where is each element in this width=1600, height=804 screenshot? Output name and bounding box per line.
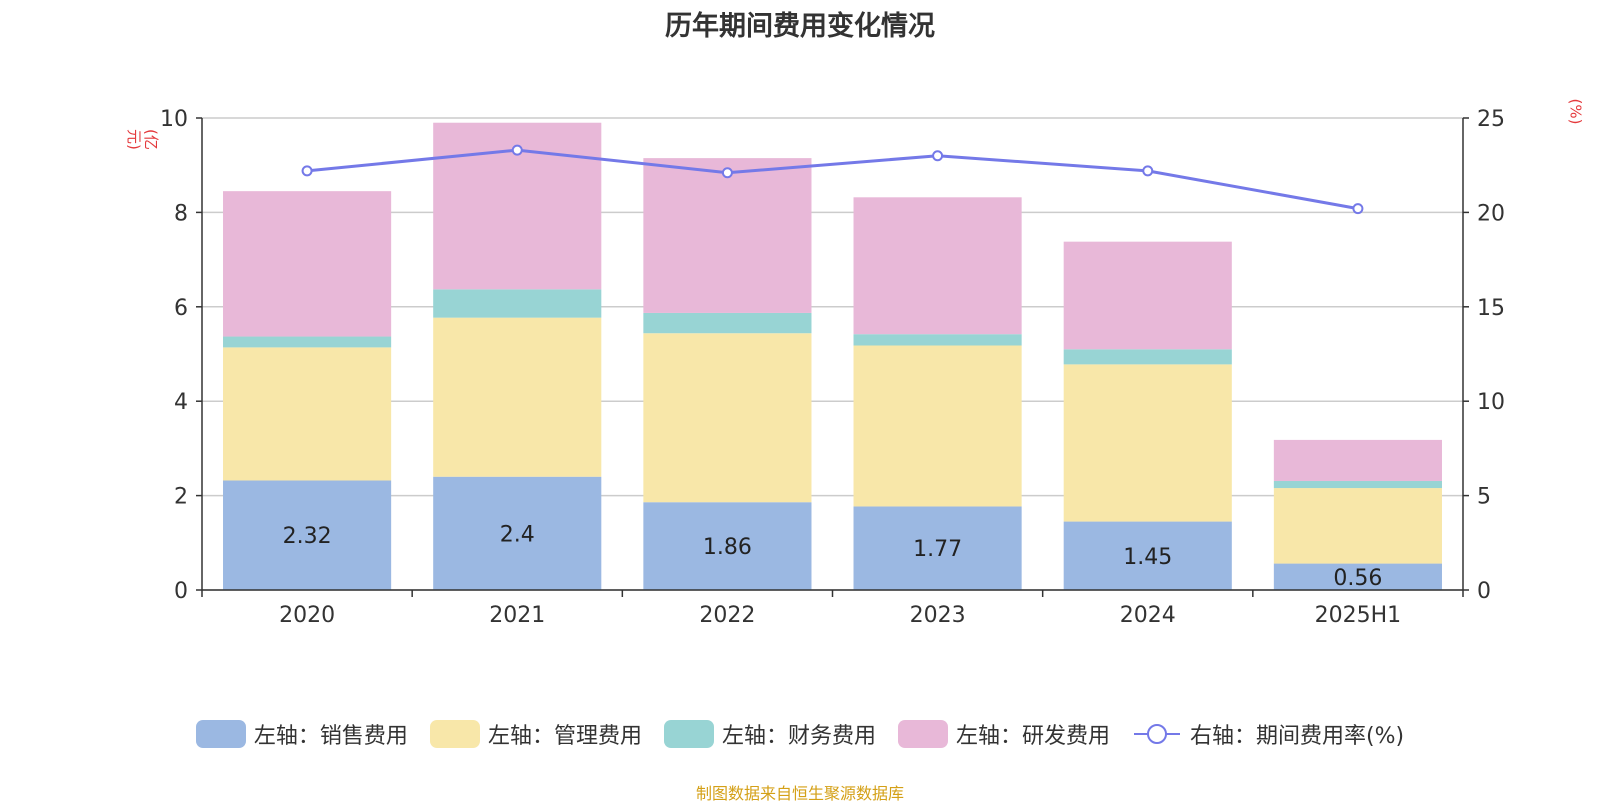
chart-title: 历年期间费用变化情况 — [665, 11, 935, 42]
bar-segment — [433, 289, 602, 318]
legend-swatch-expense-ratio — [1133, 724, 1180, 744]
right-axis-tick-label: 5 — [1477, 485, 1491, 510]
left-axis-tick-label: 10 — [160, 107, 188, 132]
right-axis-tick-label: 20 — [1477, 201, 1505, 226]
bar-data-label: 1.86 — [703, 535, 752, 560]
bar-data-label: 0.56 — [1333, 566, 1382, 591]
bar-segment — [643, 333, 812, 503]
right-axis-tick-label: 25 — [1477, 107, 1505, 132]
x-axis-tick-label: 2025H1 — [1315, 603, 1402, 628]
expense-ratio-point — [511, 144, 523, 156]
legend-swatch-admin — [429, 720, 480, 748]
bar-segment — [643, 158, 812, 313]
legend-swatch-rd — [897, 720, 948, 748]
bar-segment — [1063, 349, 1232, 365]
bar-segment — [433, 476, 602, 590]
bar-segment — [1063, 364, 1232, 522]
legend-swatch-finance — [663, 720, 714, 748]
expense-ratio-point — [721, 167, 733, 179]
bar-segment — [1273, 488, 1442, 564]
left-axis-tick-label: 0 — [174, 579, 188, 604]
bar-segment — [223, 347, 392, 481]
bar-segment — [1063, 521, 1232, 590]
x-axis-tick-label: 2020 — [279, 603, 335, 628]
bar-data-label: 1.45 — [1123, 545, 1172, 570]
right-axis-tick-label: 10 — [1477, 390, 1505, 415]
right-axis-tick-label: 0 — [1477, 579, 1491, 604]
bar-segment — [223, 191, 392, 337]
expense-ratio-point — [1352, 203, 1364, 215]
bar-segment — [223, 480, 392, 590]
right-axis-tick-label: 15 — [1477, 296, 1505, 321]
legend-item-rd[interactable]: 左轴：研发费用 — [897, 718, 1110, 750]
legend-item-finance[interactable]: 左轴：财务费用 — [663, 718, 876, 750]
bar-data-label: 2.4 — [500, 522, 535, 547]
left-axis-tick-label: 4 — [174, 390, 188, 415]
left-axis-tick-label: 2 — [174, 485, 188, 510]
legend-label-expense-ratio: 右轴：期间费用率(%) — [1189, 724, 1405, 749]
bar-segment — [223, 336, 392, 348]
legend-label-sales: 左轴：销售费用 — [253, 724, 408, 749]
x-axis-tick-label: 2023 — [910, 603, 966, 628]
left-axis-tick-label: 6 — [174, 296, 188, 321]
bar-data-label: 1.77 — [913, 537, 962, 562]
bar-segment — [433, 317, 602, 477]
legend-item-expense-ratio[interactable]: 右轴：期间费用率(%) — [1132, 718, 1404, 750]
bar-segment — [643, 312, 812, 334]
expense-ratio-point — [932, 150, 944, 162]
bar-data-label: 2.32 — [283, 524, 332, 549]
legend-item-admin[interactable]: 左轴：管理费用 — [429, 718, 642, 750]
bar-segment — [853, 197, 1022, 335]
bar-segment — [853, 506, 1022, 590]
chart-legend: 左轴：销售费用 左轴：管理费用 左轴：财务费用 左轴：研发费用 右轴：期间费用率… — [0, 718, 1600, 750]
bar-segment — [1273, 563, 1442, 590]
bar-segment — [643, 502, 812, 590]
legend-label-finance: 左轴：财务费用 — [721, 724, 876, 749]
legend-item-sales[interactable]: 左轴：销售费用 — [195, 718, 408, 750]
bar-segment — [1063, 241, 1232, 350]
legend-swatch-sales — [195, 720, 246, 748]
expense-ratio-point — [1142, 165, 1154, 177]
legend-label-admin: 左轴：管理费用 — [487, 724, 642, 749]
bar-segment — [853, 334, 1022, 346]
x-axis-tick-label: 2022 — [699, 603, 755, 628]
expense-ratio-line — [306, 148, 1359, 211]
bar-segment — [853, 345, 1022, 507]
x-axis-tick-label: 2024 — [1120, 603, 1176, 628]
x-axis-tick-label: 2021 — [489, 603, 545, 628]
data-source-note: 制图数据来自恒生聚源数据库 — [695, 784, 904, 803]
bar-segment — [1273, 480, 1442, 489]
left-axis-tick-label: 8 — [174, 201, 188, 226]
chart-plot: 0 2 4 6 8 10 0 5 10 15 20 25 2.32 2.4 1.86 1.77 1.45 0.56… — [160, 107, 1505, 628]
expense-ratio-point — [301, 165, 313, 177]
bar-segment — [1273, 439, 1442, 481]
legend-label-rd: 左轴：研发费用 — [955, 724, 1110, 749]
